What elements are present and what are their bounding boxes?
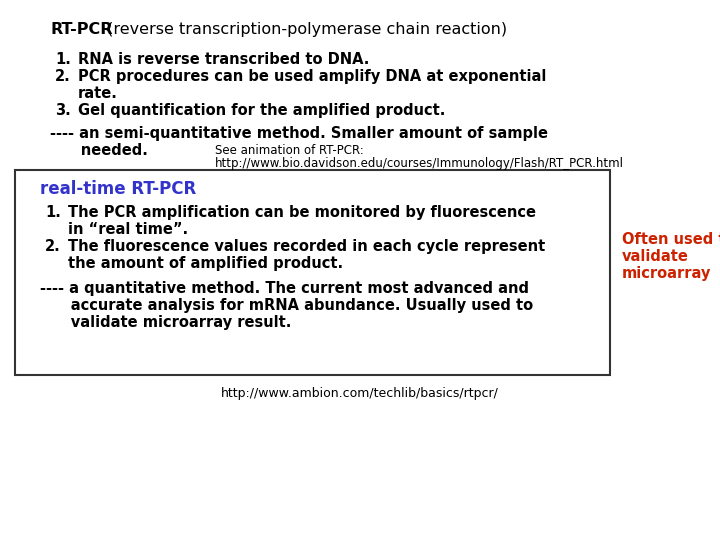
Text: 2.: 2. xyxy=(55,69,71,84)
Text: Gel quantification for the amplified product.: Gel quantification for the amplified pro… xyxy=(78,103,446,118)
Text: RNA is reverse transcribed to DNA.: RNA is reverse transcribed to DNA. xyxy=(78,52,369,67)
Text: validate microarray result.: validate microarray result. xyxy=(40,315,292,330)
Text: See animation of RT-PCR:: See animation of RT-PCR: xyxy=(215,144,364,157)
Text: PCR procedures can be used amplify DNA at exponential: PCR procedures can be used amplify DNA a… xyxy=(78,69,546,84)
FancyBboxPatch shape xyxy=(15,170,610,375)
Text: real-time RT-PCR: real-time RT-PCR xyxy=(40,180,197,198)
Text: rate.: rate. xyxy=(78,86,118,101)
Text: 1.: 1. xyxy=(55,52,71,67)
Text: 3.: 3. xyxy=(55,103,71,118)
Text: http://www.bio.davidson.edu/courses/Immunology/Flash/RT_PCR.html: http://www.bio.davidson.edu/courses/Immu… xyxy=(215,157,624,170)
Text: needed.: needed. xyxy=(50,143,148,158)
Text: the amount of amplified product.: the amount of amplified product. xyxy=(68,256,343,271)
Text: ---- a quantitative method. The current most advanced and: ---- a quantitative method. The current … xyxy=(40,281,529,296)
Text: 1.: 1. xyxy=(45,205,61,220)
Text: accurate analysis for mRNA abundance. Usually used to: accurate analysis for mRNA abundance. Us… xyxy=(40,298,533,313)
Text: validate: validate xyxy=(622,249,689,264)
Text: ---- an semi-quantitative method. Smaller amount of sample: ---- an semi-quantitative method. Smalle… xyxy=(50,126,548,141)
Text: http://www.ambion.com/techlib/basics/rtpcr/: http://www.ambion.com/techlib/basics/rtp… xyxy=(221,387,499,400)
Text: in “real time”.: in “real time”. xyxy=(68,222,188,237)
Text: (reverse transcription-polymerase chain reaction): (reverse transcription-polymerase chain … xyxy=(102,22,507,37)
Text: microarray: microarray xyxy=(622,266,711,281)
Text: RT-PCR: RT-PCR xyxy=(50,22,112,37)
Text: Often used to: Often used to xyxy=(622,232,720,247)
Text: 2.: 2. xyxy=(45,239,60,254)
Text: The PCR amplification can be monitored by fluorescence: The PCR amplification can be monitored b… xyxy=(68,205,536,220)
Text: The fluorescence values recorded in each cycle represent: The fluorescence values recorded in each… xyxy=(68,239,545,254)
